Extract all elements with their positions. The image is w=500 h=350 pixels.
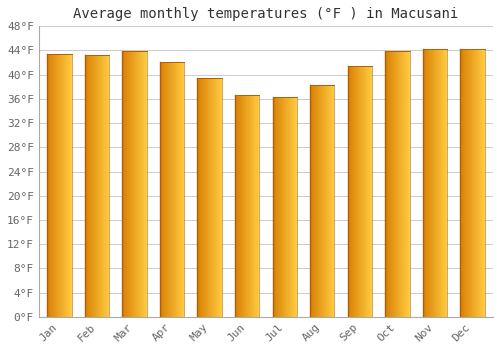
Title: Average monthly temperatures (°F ) in Macusani: Average monthly temperatures (°F ) in Ma… (74, 7, 458, 21)
